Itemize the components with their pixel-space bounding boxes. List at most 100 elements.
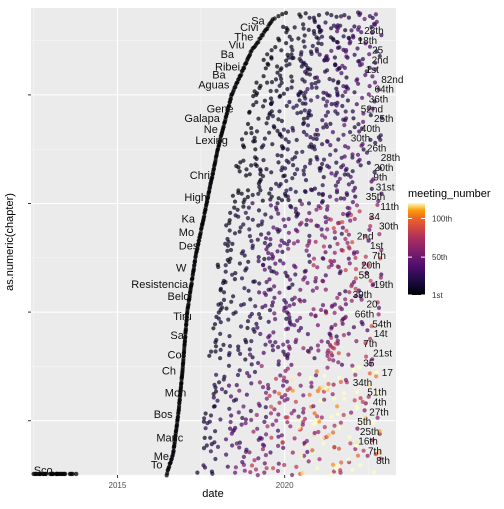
meeting-point (278, 93, 283, 98)
meeting-point (251, 139, 256, 144)
meeting-point (344, 75, 349, 80)
meeting-point (341, 211, 346, 217)
meeting-point (225, 464, 230, 469)
meeting-point (213, 344, 219, 349)
legend-tick-label: 50th (432, 253, 448, 262)
meeting-point (341, 333, 346, 338)
meeting-point (257, 380, 262, 385)
meeting-point (269, 404, 274, 409)
meeting-point (218, 331, 223, 336)
meeting-point (335, 23, 340, 28)
meeting-point (278, 73, 283, 78)
meeting-point (249, 311, 254, 317)
meeting-point (343, 297, 348, 302)
meeting-point (285, 397, 290, 402)
meeting-label: 1st (370, 241, 384, 252)
meeting-point (371, 420, 376, 426)
meeting-point (285, 415, 290, 420)
chapter-label: Belo (168, 291, 190, 303)
meeting-point (312, 411, 317, 416)
meeting-point (363, 234, 368, 239)
meeting-point (349, 28, 354, 33)
meeting-point (234, 383, 239, 388)
meeting-point (370, 438, 375, 443)
meeting-label: 35th (366, 192, 385, 203)
meeting-point (252, 279, 257, 284)
meeting-point (367, 84, 372, 89)
meeting-point (327, 244, 332, 249)
meeting-point (307, 15, 312, 20)
meeting-point (316, 429, 321, 435)
meeting-point (306, 201, 312, 206)
meeting-point (318, 398, 323, 403)
chapter-label: Lexing (195, 135, 227, 147)
meeting-point (325, 365, 330, 370)
meeting-point (303, 90, 308, 95)
meeting-point (268, 96, 274, 101)
meeting-point (343, 268, 348, 273)
meeting-point (237, 261, 242, 266)
meeting-point (281, 349, 286, 354)
meeting-point (295, 318, 300, 323)
meeting-point (331, 78, 336, 83)
meeting-point (334, 160, 339, 165)
meeting-point (303, 11, 308, 16)
meeting-point (219, 387, 225, 392)
meeting-point (373, 67, 378, 72)
meeting-point (268, 88, 273, 94)
meeting-point (314, 417, 319, 422)
meeting-point (361, 262, 366, 267)
meeting-point (343, 377, 348, 383)
meeting-point (332, 310, 337, 315)
meeting-point (348, 39, 353, 44)
meeting-point (227, 228, 232, 233)
meeting-point (297, 56, 302, 62)
meeting-point (341, 163, 346, 168)
meeting-point (379, 116, 384, 121)
meeting-point (251, 102, 256, 108)
meeting-point (233, 425, 238, 431)
meeting-point (340, 225, 345, 230)
meeting-point (254, 129, 260, 134)
meeting-point (223, 390, 228, 395)
meeting-point (330, 462, 336, 467)
meeting-point (256, 208, 262, 213)
meeting-point (303, 164, 308, 169)
meeting-point (285, 147, 290, 152)
meeting-point (311, 263, 316, 268)
meeting-point (301, 120, 307, 125)
meeting-point (317, 457, 322, 462)
meeting-point (345, 172, 351, 177)
meeting-point (320, 142, 325, 147)
meeting-point (281, 383, 286, 388)
meeting-point (258, 177, 263, 182)
meeting-point (198, 230, 203, 235)
meeting-point (350, 467, 355, 472)
meeting-point (287, 386, 292, 391)
meeting-point (335, 412, 340, 417)
meeting-point (326, 432, 332, 438)
meeting-point (327, 194, 333, 199)
meeting-point (296, 414, 301, 419)
meeting-point (359, 297, 364, 302)
meeting-point (253, 162, 258, 167)
meeting-point (365, 328, 370, 333)
meeting-point (284, 316, 289, 321)
meeting-point (363, 72, 368, 78)
meeting-point (377, 232, 382, 237)
meeting-point (319, 227, 324, 232)
meeting-point (356, 365, 362, 370)
meeting-point (293, 399, 298, 404)
meeting-point (235, 372, 241, 378)
meeting-point (295, 167, 300, 172)
meeting-point (343, 289, 348, 294)
meeting-point (250, 355, 255, 360)
meeting-label: 1st (366, 65, 380, 76)
meeting-point (314, 369, 319, 374)
meeting-point (310, 448, 315, 453)
meeting-point (343, 109, 348, 114)
meeting-point (256, 401, 261, 406)
meeting-point (361, 119, 366, 124)
meeting-point (74, 471, 79, 477)
meeting-point (346, 256, 351, 261)
